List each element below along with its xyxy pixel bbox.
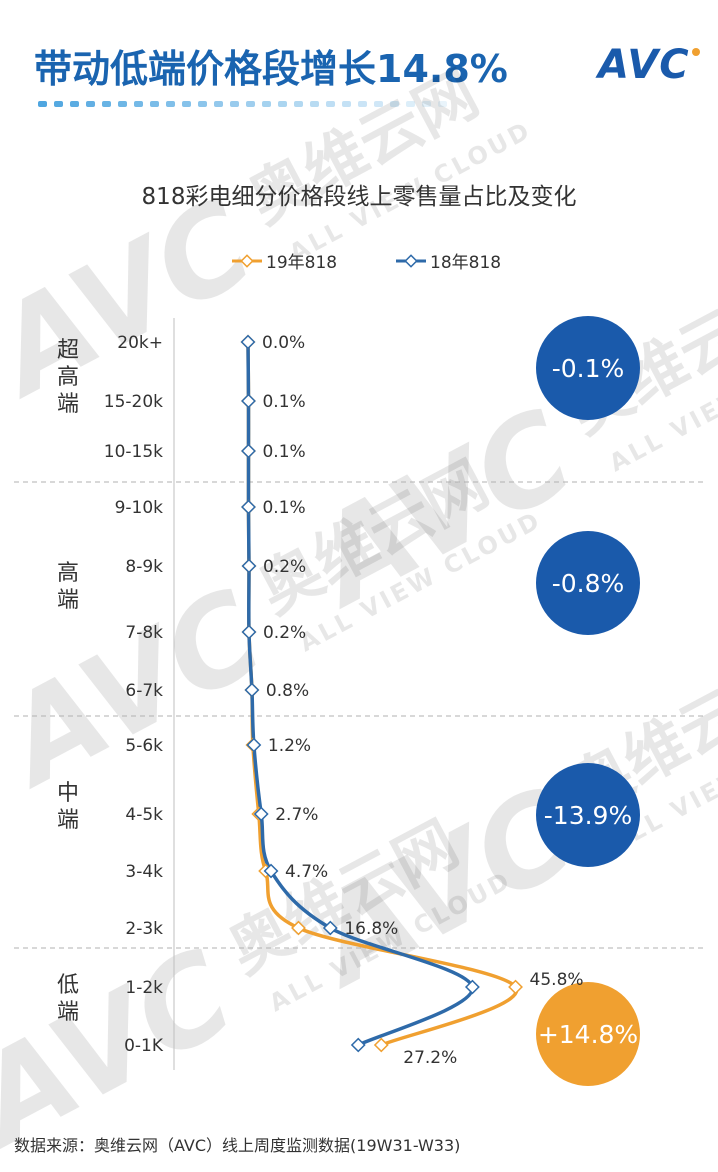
dash-mark	[406, 101, 415, 107]
category-label: 8-9k	[125, 557, 163, 577]
segment-label: 端	[57, 588, 79, 613]
data-point	[464, 979, 480, 995]
data-label: 27.2%	[403, 1048, 457, 1068]
data-label: 0.2%	[263, 623, 306, 643]
segment-change-value: -0.8%	[552, 569, 625, 598]
data-point	[240, 334, 256, 350]
logo-dot-icon	[691, 48, 700, 56]
dash-mark	[102, 101, 111, 107]
data-point	[241, 393, 256, 409]
data-label: 0.1%	[262, 392, 305, 412]
data-point	[508, 979, 523, 995]
dash-mark	[134, 101, 143, 107]
dash-mark	[390, 101, 399, 107]
headline: 带动低端价格段增长14.8%	[34, 47, 508, 91]
data-point	[241, 499, 256, 515]
dash-mark	[262, 101, 271, 107]
category-label: 20k+	[117, 333, 163, 353]
data-point	[322, 920, 338, 936]
segment-change-value: -13.9%	[544, 801, 632, 830]
dash-mark	[118, 101, 127, 107]
dash-mark	[342, 101, 351, 107]
category-label: 4-5k	[125, 805, 163, 825]
data-label: 2.7%	[275, 805, 318, 825]
avc-logo: AVC	[598, 42, 700, 88]
dash-mark	[54, 101, 63, 107]
segment-label: 中	[57, 781, 79, 806]
chart-title: 818彩电细分价格段线上零售量占比及变化	[142, 184, 577, 210]
dash-mark	[246, 101, 255, 107]
data-point	[246, 737, 262, 753]
category-label: 2-3k	[125, 919, 163, 939]
data-label: 0.1%	[262, 442, 305, 462]
segment-label: 高	[57, 365, 79, 390]
dash-mark	[422, 101, 431, 107]
segment-change-circle	[536, 316, 640, 420]
dash-mark	[294, 101, 303, 107]
category-label: 5-6k	[125, 736, 163, 756]
category-label: 15-20k	[104, 392, 163, 412]
data-label: 1.2%	[268, 736, 311, 756]
dash-mark	[38, 101, 47, 107]
category-label: 6-7k	[125, 681, 163, 701]
dash-mark	[182, 101, 191, 107]
dash-mark	[310, 101, 319, 107]
segment-change-circle	[536, 763, 640, 867]
data-label: 0.1%	[262, 498, 305, 518]
data-point	[373, 1037, 389, 1053]
segment-change-circle	[536, 531, 640, 635]
dash-mark	[358, 101, 367, 107]
segment-change-value: -0.1%	[552, 354, 625, 383]
segment-label: 高	[57, 561, 79, 586]
legend-marker	[240, 254, 254, 268]
data-point	[241, 443, 256, 459]
dash-mark	[326, 101, 335, 107]
data-label: 4.7%	[285, 862, 328, 882]
category-label: 7-8k	[125, 623, 163, 643]
dash-mark	[214, 101, 223, 107]
data-point	[291, 920, 306, 936]
dash-mark	[70, 101, 79, 107]
dash-mark	[150, 101, 159, 107]
dash-mark	[374, 101, 383, 107]
dash-mark	[198, 101, 207, 107]
category-label: 0-1K	[124, 1036, 164, 1056]
data-point	[263, 863, 279, 879]
category-label: 10-15k	[104, 442, 163, 462]
decorative-dash-row	[38, 101, 447, 107]
dash-mark	[230, 101, 239, 107]
legend-label: 18年818	[430, 253, 501, 273]
data-label: 45.8%	[530, 970, 584, 990]
segment-label: 端	[57, 392, 79, 417]
segment-label: 端	[57, 1000, 79, 1025]
data-label: 16.8%	[344, 919, 398, 939]
dash-mark	[438, 101, 447, 107]
legend-marker	[404, 254, 418, 268]
data-point	[253, 806, 269, 822]
data-label: 0.2%	[263, 557, 306, 577]
category-label: 9-10k	[115, 498, 164, 518]
source-note: 数据来源：奥维云网（AVC）线上周度监测数据(19W31-W33)	[14, 1136, 461, 1155]
series-line	[246, 340, 475, 1047]
category-label: 3-4k	[125, 862, 163, 882]
logo-text: AVC	[598, 42, 690, 88]
segment-label: 端	[57, 808, 79, 833]
data-point	[244, 682, 260, 698]
segment-change-value: +14.8%	[538, 1020, 638, 1049]
dash-mark	[278, 101, 287, 107]
dash-mark	[166, 101, 175, 107]
data-label: 0.0%	[262, 333, 305, 353]
segment-label: 低	[57, 973, 79, 998]
dash-mark	[86, 101, 95, 107]
legend-label: 19年818	[266, 253, 337, 273]
segment-label: 超	[57, 338, 79, 363]
price-segment-chart: 818彩电细分价格段线上零售量占比及变化 19年818 18年818 20k+ 15-2…	[14, 184, 704, 1086]
segment-change-circle	[536, 982, 640, 1086]
data-point	[350, 1037, 366, 1053]
data-point	[241, 558, 257, 574]
data-point	[241, 624, 257, 640]
category-label: 1-2k	[125, 978, 163, 998]
data-label: 0.8%	[266, 681, 309, 701]
